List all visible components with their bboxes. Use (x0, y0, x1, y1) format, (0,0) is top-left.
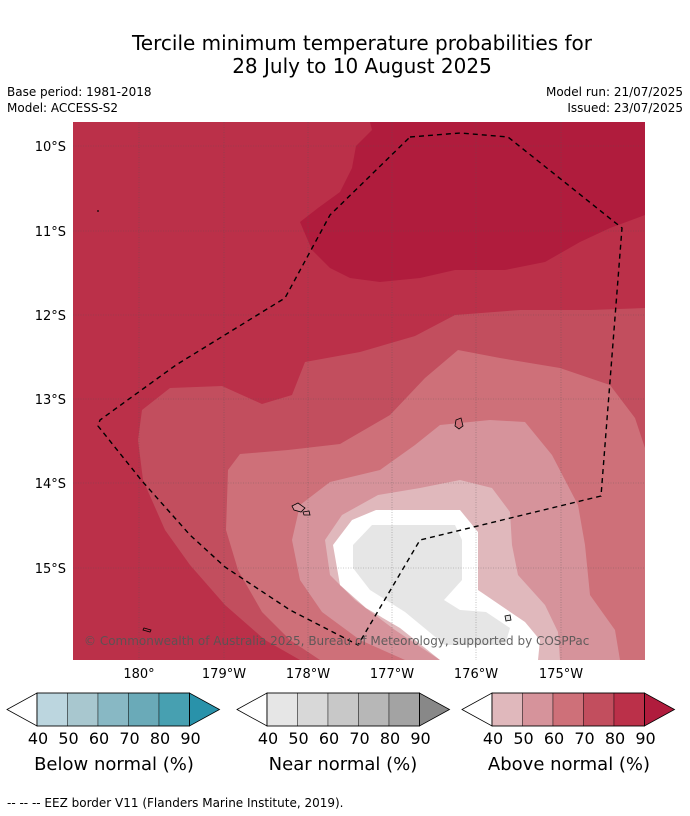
colorbar-segment (522, 692, 554, 727)
colorbar-tick-label: 70 (349, 729, 369, 748)
issued-text: Issued: 23/07/2025 (567, 101, 683, 115)
lon-tick-label: 178°W (286, 667, 330, 682)
longitude-labels: 180° 179°W 178°W 177°W 176°W 175°W (123, 667, 583, 682)
model-run-text: Model run: 21/07/2025 (545, 85, 683, 99)
colorbar-outline (491, 692, 645, 727)
probability-field (73, 122, 645, 660)
meta-right: Model run: 21/07/2025 Issued: 23/07/2025 (546, 84, 683, 116)
colorbar-extend-high (189, 692, 221, 727)
copyright-text: © Commonwealth of Australia 2025, Bureau… (84, 634, 589, 648)
colorbar-tick-label: 60 (89, 729, 109, 748)
latitude-labels: 10°S 11°S 12°S 13°S 14°S 15°S (35, 140, 66, 577)
colorbar-extend-low (236, 692, 268, 727)
near-normal-label: Near normal (%) (268, 754, 418, 775)
below-normal-label: Below normal (%) (34, 754, 194, 775)
colorbar-segment (128, 692, 160, 727)
lon-tick-label: 179°W (202, 667, 246, 682)
lat-tick-label: 12°S (35, 309, 66, 324)
colorbar-segment (67, 692, 99, 727)
lat-tick-label: 15°S (35, 562, 66, 577)
colorbar-tick-label: 50 (513, 729, 533, 748)
lat-tick-label: 11°S (35, 225, 66, 240)
colorbar-below: 40 50 60 70 80 90 (6, 692, 221, 748)
colorbar-segment (491, 692, 523, 727)
colorbar-tick-label: 40 (258, 729, 278, 748)
colorbar-tick-label: 80 (380, 729, 400, 748)
colorbar-tick-label: 90 (635, 729, 655, 748)
region-above-90 (300, 122, 645, 282)
colorbar-tick-label: 60 (319, 729, 339, 748)
island-west (142, 627, 152, 633)
colorbar-above: 40 50 60 70 80 90 (461, 692, 676, 748)
lon-tick-label: 180° (123, 667, 154, 682)
colorbar-extend-high (644, 692, 676, 727)
island-small (504, 614, 512, 622)
colorbar-tick-label: 90 (180, 729, 200, 748)
island-dot (97, 210, 99, 212)
lon-tick-label: 177°W (370, 667, 414, 682)
colorbar-extend-low (6, 692, 38, 727)
colorbar-outline (36, 692, 190, 727)
base-period-text: Base period: 1981-2018 (7, 85, 152, 99)
colorbar-segment (327, 692, 359, 727)
model-text: Model: ACCESS-S2 (7, 101, 119, 115)
colorbar-segment (97, 692, 129, 727)
island-futuna (291, 502, 306, 513)
colorbar-segment (266, 692, 298, 727)
colorbar-segment (613, 692, 645, 727)
colorbar-segment (552, 692, 584, 727)
colorbar-tick-label: 90 (410, 729, 430, 748)
colorbar-extend-low (461, 692, 493, 727)
lat-tick-label: 13°S (35, 393, 66, 408)
colorbar-tick-label: 60 (544, 729, 564, 748)
eez-border (97, 132, 623, 646)
graticule (73, 122, 645, 660)
colorbar-tick-label: 40 (28, 729, 48, 748)
colorbars: 40 50 60 70 80 90 40 50 60 70 80 90 40 50 60 70 80 90 (6, 692, 676, 748)
colorbar-segment (358, 692, 390, 727)
eez-footnote: -- -- -- EEZ border V11 (Flanders Marine… (7, 796, 344, 810)
colorbar-segment (36, 692, 68, 727)
meta-left: Base period: 1981-2018 Model: ACCESS-S2 (7, 84, 152, 116)
lat-tick-label: 14°S (35, 477, 66, 492)
lon-tick-label: 175°W (539, 667, 583, 682)
colorbar-tick-label: 70 (119, 729, 139, 748)
colorbar-tick-label: 80 (605, 729, 625, 748)
colorbar-segment (388, 692, 420, 727)
colorbar-tick-label: 80 (150, 729, 170, 748)
map-title-line2: 28 July to 10 August 2025 (232, 54, 492, 78)
colorbar-tick-label: 50 (288, 729, 308, 748)
lon-tick-label: 176°W (454, 667, 498, 682)
colorbar-segment (158, 692, 190, 727)
island-wallis (454, 417, 464, 430)
map-title-line1: Tercile minimum temperature probabilitie… (131, 31, 593, 55)
lat-tick-label: 10°S (35, 140, 66, 155)
colorbar-segment (583, 692, 615, 727)
colorbar-outline (266, 692, 420, 727)
colorbar-near: 40 50 60 70 80 90 (236, 692, 451, 748)
colorbar-segment (297, 692, 329, 727)
colorbar-tick-label: 40 (483, 729, 503, 748)
island-alofi (302, 510, 311, 516)
colorbar-extend-high (419, 692, 451, 727)
colorbar-tick-label: 50 (58, 729, 78, 748)
colorbar-tick-label: 70 (574, 729, 594, 748)
above-normal-label: Above normal (%) (487, 754, 651, 775)
